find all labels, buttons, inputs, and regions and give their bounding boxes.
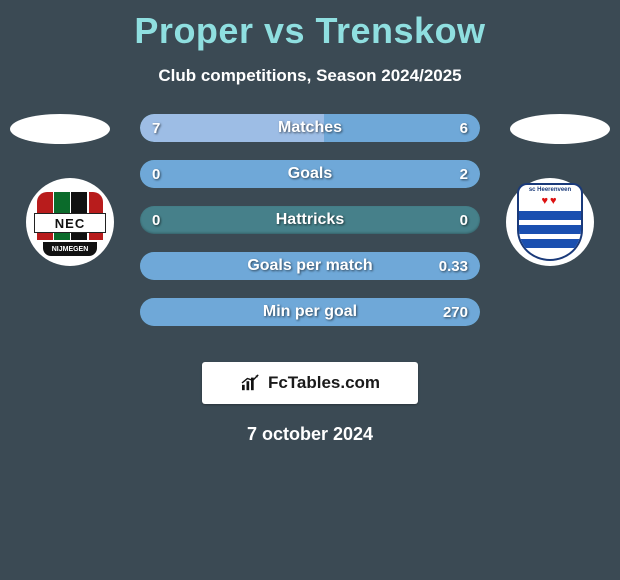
right-club-badge: sc Heerenveen ♥♥ [506,178,594,266]
stat-left-value: 0 [152,160,160,188]
left-ellipse [10,114,110,144]
stat-right-value: 0 [460,206,468,234]
stat-row: Goals0 2 [140,160,480,188]
brand-badge: FcTables.com [202,362,418,404]
chart-icon [240,374,262,392]
nec-name: NEC [34,213,106,233]
stat-label: Matches [140,114,480,142]
right-ellipse [510,114,610,144]
stat-right-value: 6 [460,114,468,142]
heerenveen-logo-icon: sc Heerenveen ♥♥ [517,183,583,261]
stat-right-value: 270 [443,298,468,326]
stat-label: Goals [140,160,480,188]
stat-row: Matches7 6 [140,114,480,142]
stat-label: Min per goal [140,298,480,326]
subtitle: Club competitions, Season 2024/2025 [0,66,620,86]
heerenveen-name: sc Heerenveen [519,187,581,193]
stat-row: Min per goal270 [140,298,480,326]
stat-right-value: 0.33 [439,252,468,280]
stat-left-value: 7 [152,114,160,142]
nec-logo-icon: NEC NIJMEGEN [34,186,106,258]
nec-sub: NIJMEGEN [43,242,98,256]
stat-bars: Matches76Goals02Hattricks00Goals per mat… [140,114,480,344]
date-label: 7 october 2024 [0,424,620,445]
stat-row: Goals per match0.33 [140,252,480,280]
brand-text: FcTables.com [268,373,380,393]
comparison-panel: NEC NIJMEGEN sc Heerenveen ♥♥ Matches7 6 G… [0,114,620,354]
page-title: Proper vs Trenskow [0,0,620,52]
stat-row: Hattricks0 0 [140,206,480,234]
stat-label: Hattricks [140,206,480,234]
stat-left-value: 0 [152,206,160,234]
stat-label: Goals per match [140,252,480,280]
left-club-badge: NEC NIJMEGEN [26,178,114,266]
stat-right-value: 2 [460,160,468,188]
